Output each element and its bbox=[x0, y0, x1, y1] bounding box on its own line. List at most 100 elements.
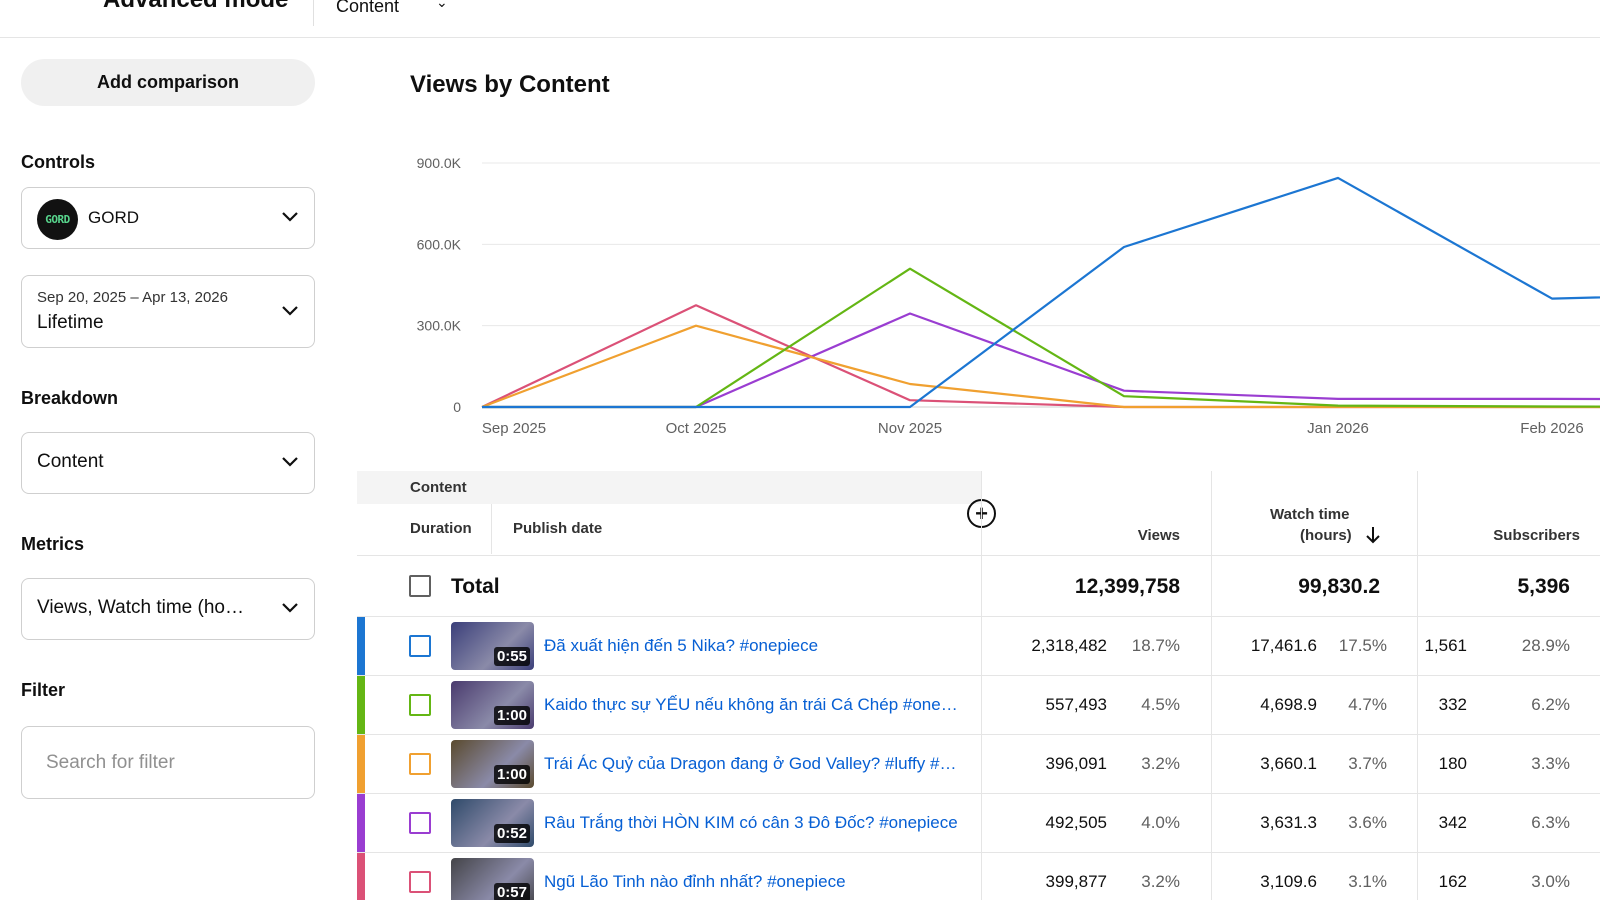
row-checkbox[interactable] bbox=[409, 635, 431, 657]
watch-time-percent: 4.7% bbox=[1348, 695, 1387, 714]
avatar: GORD bbox=[37, 199, 78, 240]
metrics-label: Metrics bbox=[21, 534, 85, 554]
row-checkbox[interactable] bbox=[409, 753, 431, 775]
series-color-bar bbox=[357, 794, 365, 853]
column-views[interactable]: Views bbox=[1137, 527, 1180, 544]
duration-badge: 0:55 bbox=[493, 647, 530, 666]
views-percent: 3.2% bbox=[1141, 872, 1180, 891]
views-percent: 18.7% bbox=[1131, 636, 1180, 655]
content-selector[interactable]: Content bbox=[336, 0, 400, 16]
watch-time-percent: 3.7% bbox=[1348, 754, 1387, 773]
subscribers-percent: 28.9% bbox=[1521, 636, 1570, 655]
divider bbox=[357, 616, 1600, 617]
subscribers-value: 342 bbox=[1438, 813, 1467, 832]
video-title-link[interactable]: Râu Trắng thời HÒN KIM có cân 3 Đô Đốc? … bbox=[544, 813, 958, 832]
column-watch-time[interactable]: Watch time bbox=[1270, 506, 1350, 523]
total-views: 12,399,758 bbox=[1074, 575, 1180, 598]
subscribers-value: 1,561 bbox=[1424, 636, 1467, 655]
video-title-link[interactable]: Kaido thực sự YẾU nếu không ăn trái Cá C… bbox=[544, 695, 964, 714]
video-title-link[interactable]: Ngũ Lão Tinh nào đỉnh nhất? #onepiece bbox=[544, 872, 846, 891]
views-value: 399,877 bbox=[1045, 872, 1107, 891]
series-color-bar bbox=[357, 617, 365, 676]
column-content[interactable]: Content bbox=[410, 479, 467, 496]
breakdown-label: Breakdown bbox=[21, 388, 119, 408]
subscribers-percent: 6.2% bbox=[1531, 695, 1570, 714]
subscribers-percent: 3.0% bbox=[1531, 872, 1570, 891]
x-tick-label: Sep 2025 bbox=[482, 420, 546, 437]
video-thumbnail[interactable]: 0:57 bbox=[451, 858, 534, 900]
table-row[interactable]: 0:57 Ngũ Lão Tinh nào đỉnh nhất? #onepiec… bbox=[357, 853, 1600, 900]
date-range-select[interactable]: Sep 20, 2025 – Apr 13, 2026 Lifetime bbox=[21, 275, 315, 348]
column-duration[interactable]: Duration bbox=[410, 520, 472, 537]
table-row[interactable]: 0:55 Đã xuất hiện đến 5 Nika? #onepiece 2,… bbox=[357, 617, 1600, 676]
chart-title: Views by Content bbox=[410, 71, 610, 98]
series-color-bar bbox=[357, 735, 365, 794]
watch-time-value: 3,660.1 bbox=[1260, 754, 1317, 773]
column-publish-date[interactable]: Publish date bbox=[513, 520, 603, 537]
watch-time-value: 17,461.6 bbox=[1250, 636, 1317, 655]
channel-select[interactable]: GORD GORD bbox=[21, 187, 315, 249]
sort-down-icon[interactable] bbox=[1366, 526, 1380, 549]
views-value: 396,091 bbox=[1045, 754, 1107, 773]
metrics-value: Views, Watch time (ho… bbox=[37, 597, 244, 618]
duration-badge: 0:52 bbox=[493, 824, 530, 843]
video-thumbnail[interactable]: 0:52 bbox=[451, 799, 534, 847]
divider bbox=[357, 793, 1600, 794]
x-tick-label: Nov 2025 bbox=[878, 420, 942, 437]
watch-time-value: 3,631.3 bbox=[1260, 813, 1317, 832]
divider bbox=[357, 734, 1600, 735]
table-row[interactable]: 0:52 Râu Trắng thời HÒN KIM có cân 3 Đô Đ… bbox=[357, 794, 1600, 853]
watch-time-percent: 3.1% bbox=[1348, 872, 1387, 891]
x-tick-label: Feb 2026 bbox=[1520, 420, 1583, 437]
chevron-down-icon bbox=[282, 306, 298, 320]
total-label: Total bbox=[451, 575, 500, 598]
top-bar: Advanced mode Content ⌄ bbox=[0, 0, 1600, 38]
divider bbox=[357, 852, 1600, 853]
menu-icon[interactable] bbox=[36, 0, 62, 6]
divider bbox=[1417, 471, 1418, 900]
divider bbox=[1211, 471, 1212, 900]
table-row[interactable]: 1:00 Trái Ác Quỷ của Dragon đang ở God Va… bbox=[357, 735, 1600, 794]
watch-time-value: 4,698.9 bbox=[1260, 695, 1317, 714]
filter-label: Filter bbox=[21, 680, 66, 700]
subscribers-percent: 3.3% bbox=[1531, 754, 1570, 773]
breakdown-select[interactable]: Content bbox=[21, 432, 315, 494]
duration-badge: 1:00 bbox=[493, 765, 530, 784]
row-checkbox[interactable] bbox=[409, 812, 431, 834]
views-percent: 3.2% bbox=[1141, 754, 1180, 773]
watch-time-percent: 17.5% bbox=[1338, 636, 1387, 655]
y-tick-label: 300.0K bbox=[417, 318, 462, 334]
duration-badge: 0:57 bbox=[493, 883, 530, 900]
row-checkbox[interactable] bbox=[409, 694, 431, 716]
search-filter-input[interactable] bbox=[21, 726, 315, 799]
series-line bbox=[481, 324, 1600, 409]
controls-label: Controls bbox=[21, 152, 95, 172]
video-thumbnail[interactable]: 0:55 bbox=[451, 622, 534, 670]
x-tick-label: Oct 2025 bbox=[666, 420, 727, 437]
select-all-checkbox[interactable] bbox=[409, 575, 431, 597]
subscribers-value: 180 bbox=[1438, 754, 1467, 773]
row-checkbox[interactable] bbox=[409, 871, 431, 893]
chevron-down-icon bbox=[282, 457, 298, 471]
add-comparison-button[interactable]: Add comparison bbox=[21, 59, 315, 106]
video-thumbnail[interactable]: 1:00 bbox=[451, 740, 534, 788]
video-thumbnail[interactable]: 1:00 bbox=[451, 681, 534, 729]
duration-badge: 1:00 bbox=[493, 706, 530, 725]
views-value: 2,318,482 bbox=[1031, 636, 1107, 655]
divider bbox=[313, 0, 314, 26]
chevron-down-icon[interactable]: ⌄ bbox=[436, 0, 448, 10]
total-watch-time: 99,830.2 bbox=[1298, 575, 1380, 598]
views-value: 492,505 bbox=[1045, 813, 1107, 832]
table-row[interactable]: 1:00 Kaido thực sự YẾU nếu không ăn trái … bbox=[357, 676, 1600, 735]
views-value: 557,493 bbox=[1045, 695, 1107, 714]
column-subscribers[interactable]: Subscribers bbox=[1493, 527, 1580, 544]
series-color-bar bbox=[357, 676, 365, 735]
divider bbox=[357, 555, 1600, 556]
video-title-link[interactable]: Đã xuất hiện đến 5 Nika? #onepiece bbox=[544, 636, 819, 655]
views-percent: 4.0% bbox=[1141, 813, 1180, 832]
video-title-link[interactable]: Trái Ác Quỷ của Dragon đang ở God Valley… bbox=[544, 754, 964, 773]
metrics-select[interactable]: Views, Watch time (ho… bbox=[21, 578, 315, 640]
views-percent: 4.5% bbox=[1141, 695, 1180, 714]
divider bbox=[491, 504, 492, 554]
channel-name: GORD bbox=[88, 208, 139, 227]
